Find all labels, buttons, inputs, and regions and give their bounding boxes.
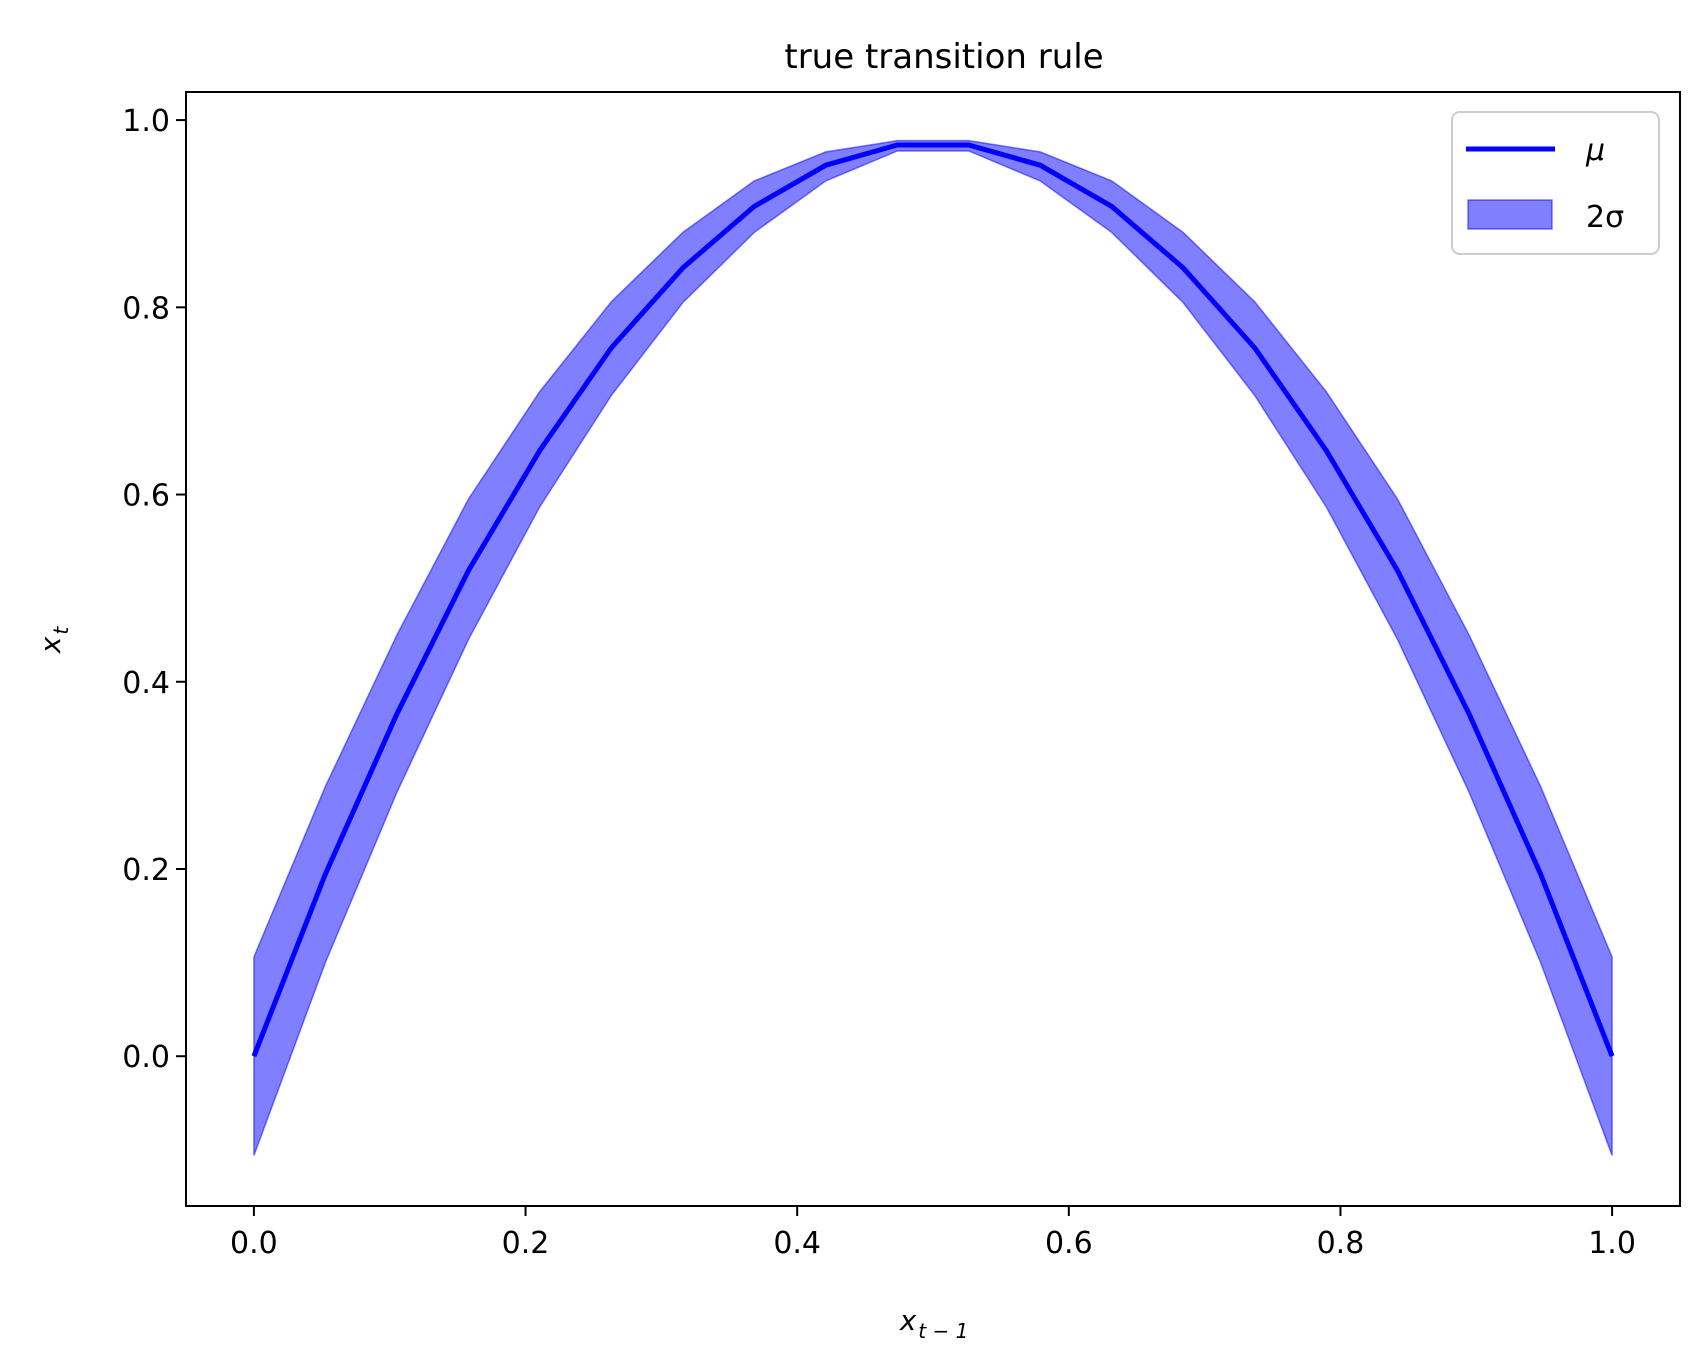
plot-frame <box>185 91 1681 1207</box>
y-tick-label: 0.2 <box>122 853 170 888</box>
y-tick-label: 0.0 <box>122 1040 170 1075</box>
y-tick-label: 0.4 <box>122 666 170 701</box>
y-axis-label: xt <box>34 626 73 655</box>
legend-mu-label: μ <box>1585 133 1605 168</box>
x-tick-label: 0.4 <box>773 1226 821 1261</box>
y-tick-label: 0.8 <box>122 291 170 326</box>
x-tick-label: 0.0 <box>230 1226 278 1261</box>
y-axis: 0.0 0.2 0.4 0.6 0.8 1.0 <box>122 104 186 1075</box>
x-axis-label-sub: t − 1 <box>918 1319 968 1343</box>
series-mu-line <box>251 142 1615 1058</box>
x-tick-label: 0.6 <box>1045 1226 1093 1261</box>
legend: μ 2σ <box>1451 111 1660 255</box>
legend-box <box>1451 111 1660 255</box>
y-axis-label-base: x <box>34 636 67 654</box>
chart-title: true transition rule <box>784 37 1103 77</box>
legend-2sigma-label: 2σ <box>1586 200 1624 235</box>
legend-2sigma-swatch <box>1467 199 1553 230</box>
y-tick-label: 1.0 <box>122 104 170 139</box>
x-axis: 0.0 0.2 0.4 0.6 0.8 1.0 <box>230 1206 1636 1261</box>
line-layer <box>251 142 1615 1058</box>
x-tick-label: 0.8 <box>1317 1226 1365 1261</box>
x-tick-label: 0.2 <box>502 1226 550 1261</box>
y-tick-label: 0.6 <box>122 479 170 514</box>
band-layer <box>253 139 1613 1156</box>
x-axis-label-base: x <box>899 1304 917 1337</box>
x-tick-label: 1.0 <box>1588 1226 1636 1261</box>
series-2sigma-band <box>253 139 1613 1156</box>
y-axis-label-sub: t <box>49 626 73 635</box>
